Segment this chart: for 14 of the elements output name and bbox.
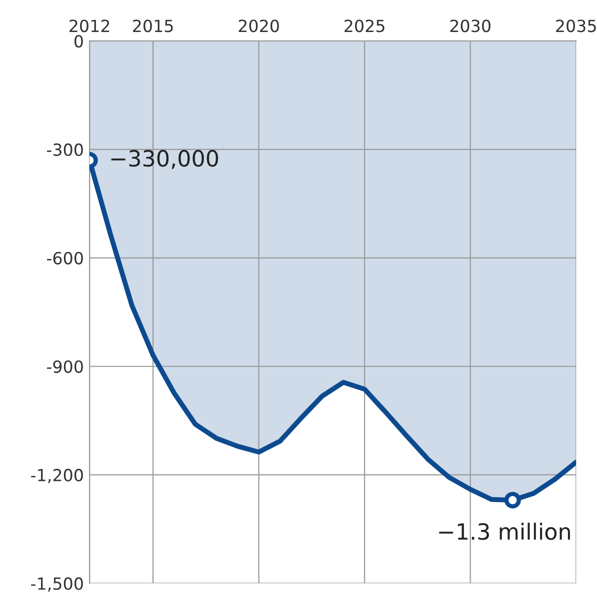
y-tick-label: -600 (46, 252, 83, 264)
x-tick-label: 2030 (450, 20, 490, 32)
x-tick-label: 2020 (238, 20, 279, 32)
x-tick-label: 2015 (133, 20, 173, 32)
x-tick-label: 2035 (556, 20, 596, 32)
annotation: −330,000 (111, 150, 218, 170)
y-tick-label: -300 (46, 143, 83, 156)
y-tick-label: -1,200 (31, 468, 83, 484)
y-tick-label: -900 (46, 360, 83, 373)
annotation: −1.3 million (439, 522, 570, 540)
x-tick-label: 2012 (70, 20, 110, 32)
x-tick-label: 2025 (344, 20, 384, 32)
y-tick-label: 0 (74, 34, 83, 48)
y-tick-label: -1,500 (31, 577, 83, 592)
